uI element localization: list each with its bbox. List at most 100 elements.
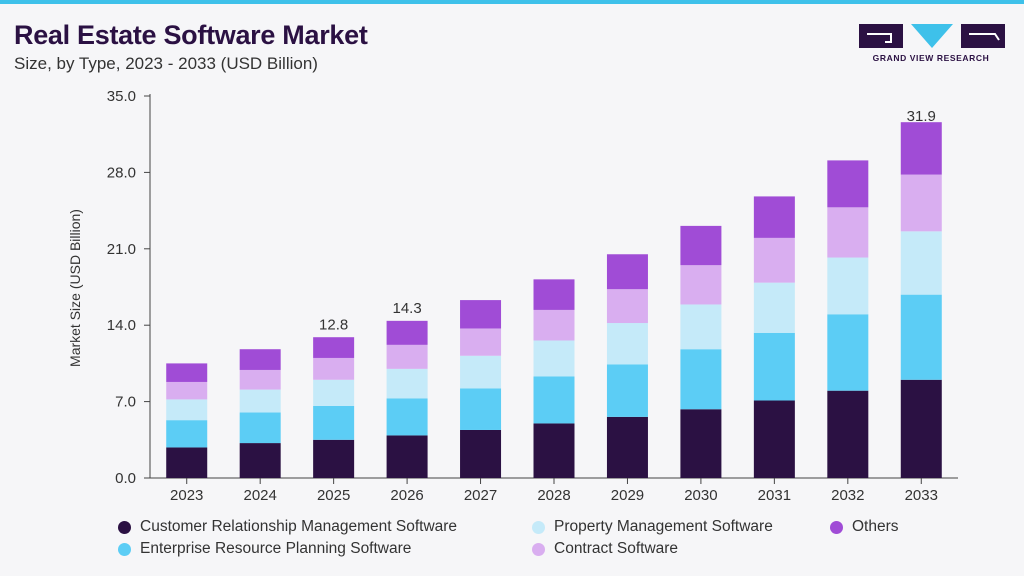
legend-swatch <box>118 520 131 534</box>
bar-segment-2 <box>753 282 795 333</box>
y-tick-label: 7.0 <box>115 394 136 411</box>
bar-segment-0 <box>313 439 355 478</box>
bar-segment-4 <box>606 254 648 290</box>
bar-segment-0 <box>900 379 942 478</box>
bar-segment-3 <box>313 357 355 380</box>
bar-segment-4 <box>313 337 355 358</box>
bar-segment-3 <box>827 207 869 258</box>
bar-stack-2024 <box>239 349 281 478</box>
bar-segment-0 <box>239 443 281 478</box>
data-label-2025: 12.8 <box>319 316 348 333</box>
data-label-2033: 31.9 <box>907 108 936 125</box>
y-tick-label: 28.0 <box>107 164 136 181</box>
bar-segment-0 <box>533 423 575 478</box>
bar-segment-2 <box>386 368 428 399</box>
legend-item-others: Others <box>830 518 899 536</box>
legend-label: Property Management Software <box>554 518 773 535</box>
x-tick-label: 2032 <box>831 487 864 504</box>
x-tick-label: 2027 <box>464 487 497 504</box>
bar-segment-0 <box>606 416 648 478</box>
x-axis: 2023 2024 2025 2026 2027 2028 2029 2030 2031 2032… <box>150 477 958 504</box>
bar-segment-1 <box>460 388 502 430</box>
logo-triangle <box>911 24 953 48</box>
bar-segment-0 <box>827 390 869 478</box>
bar-segment-1 <box>166 420 208 448</box>
chart-subtitle: Size, by Type, 2023 - 2033 (USD Billion) <box>14 54 318 73</box>
y-tick-label: 0.0 <box>115 470 136 487</box>
bar-segment-1 <box>533 376 575 424</box>
x-tick-label: 2031 <box>758 487 791 504</box>
bar-segment-1 <box>313 405 355 440</box>
bar-stack-2029 <box>606 254 648 478</box>
logo-mark-left <box>867 33 892 43</box>
bar-segment-3 <box>166 381 208 400</box>
bar-segment-2 <box>606 323 648 365</box>
bar-segment-2 <box>827 257 869 315</box>
bar-segment-0 <box>680 409 722 478</box>
y-tick-label: 35.0 <box>107 88 136 105</box>
x-tick-label: 2024 <box>243 487 276 504</box>
bar-segment-4 <box>753 196 795 238</box>
legend-swatch <box>532 542 545 556</box>
legend-label: Enterprise Resource Planning Software <box>140 540 412 557</box>
grand-view-research-logo <box>859 24 1005 48</box>
legend-label: Others <box>852 518 899 535</box>
bar-segment-4 <box>533 279 575 310</box>
data-labels: 12.8 14.3 31.9 <box>319 108 936 333</box>
x-tick-label: 2033 <box>905 487 938 504</box>
bar-segment-4 <box>900 122 942 175</box>
x-tick-label: 2023 <box>170 487 203 504</box>
bar-segment-2 <box>460 355 502 389</box>
bar-segment-1 <box>753 332 795 401</box>
bar-stack-2028 <box>533 279 575 478</box>
x-tick-label: 2026 <box>390 487 423 504</box>
legend-label: Customer Relationship Management Softwar… <box>140 518 458 535</box>
bar-stack-2023 <box>166 363 208 478</box>
bar-segment-3 <box>460 328 502 356</box>
logo-block-right <box>961 24 1005 48</box>
bar-segment-2 <box>533 340 575 377</box>
bar-segment-1 <box>680 349 722 410</box>
bar-segment-4 <box>386 320 428 345</box>
bar-stack-2032 <box>827 160 869 478</box>
bar-stack-2031 <box>753 196 795 478</box>
bar-segment-2 <box>239 389 281 413</box>
bar-segment-2 <box>313 379 355 406</box>
legend-swatch <box>830 520 843 534</box>
bar-segment-3 <box>386 344 428 369</box>
legend-item-erp: Enterprise Resource Planning Software <box>118 540 411 558</box>
legend-item-contract: Contract Software <box>532 540 678 558</box>
bar-segment-4 <box>166 363 208 382</box>
bar-segment-0 <box>460 429 502 478</box>
x-tick-label: 2030 <box>684 487 717 504</box>
logo-block-left <box>859 24 903 48</box>
bar-segment-0 <box>166 447 208 478</box>
y-tick-label: 21.0 <box>107 241 136 258</box>
bar-segment-1 <box>827 314 869 391</box>
bar-stack-2033 <box>900 122 942 478</box>
bar-segment-1 <box>386 398 428 436</box>
y-axis-label: Market Size (USD Billion) <box>67 209 83 367</box>
bar-segment-2 <box>166 399 208 421</box>
bar-segment-4 <box>680 225 722 266</box>
top-accent-rule <box>0 0 1024 4</box>
bar-segment-1 <box>239 412 281 444</box>
bar-segment-4 <box>827 160 869 208</box>
x-tick-label: 2029 <box>611 487 644 504</box>
legend-label: Contract Software <box>554 540 679 557</box>
y-tick-label: 14.0 <box>107 317 136 334</box>
bar-segment-3 <box>753 237 795 283</box>
legend-swatch <box>532 520 545 534</box>
y-axis: 0.0 7.0 14.0 21.0 28.0 35.0 <box>107 88 151 487</box>
bar-segment-1 <box>606 364 648 417</box>
legend-swatch <box>118 542 131 556</box>
bar-segment-4 <box>460 300 502 329</box>
chart-title: Real Estate Software Market <box>14 20 368 50</box>
data-label-2026: 14.3 <box>392 300 421 317</box>
legend-item-property-management: Property Management Software <box>532 518 773 536</box>
bar-segment-3 <box>900 174 942 232</box>
x-tick-label: 2028 <box>537 487 570 504</box>
bar-stack-2026 <box>386 320 428 478</box>
bar-segment-3 <box>606 289 648 324</box>
bar-segment-0 <box>753 400 795 478</box>
